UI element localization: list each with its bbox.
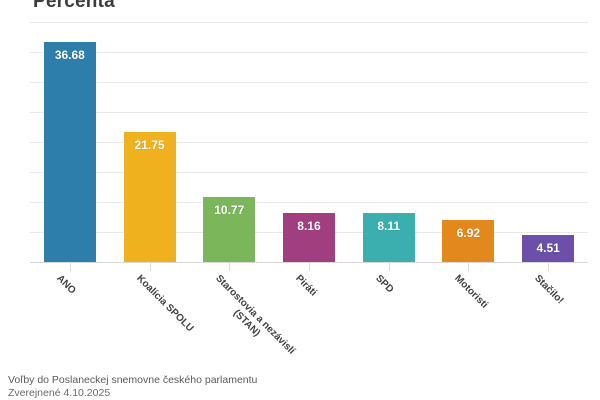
gridline [30, 22, 588, 23]
bar-value-label: 36.68 [54, 47, 85, 62]
bar-value-label: 8.16 [297, 219, 321, 234]
x-axis-category-label: SPD [372, 273, 395, 296]
x-axis-category-label: Piráti [293, 273, 319, 299]
chart-title: Percenta [33, 0, 115, 12]
bar[interactable]: 10.77 [203, 197, 256, 262]
bar-slot: 4.51 [508, 22, 588, 262]
bar-slot: 21.75 [110, 22, 190, 262]
bar[interactable]: 8.16 [282, 213, 335, 262]
bar-slot: 10.77 [189, 22, 269, 262]
bar-value-label: 8.11 [377, 219, 401, 234]
gridline [30, 202, 588, 203]
caption-line-1: Voľby do Poslaneckej snemovne českého pa… [8, 374, 258, 386]
x-axis-tick-mark [548, 262, 550, 271]
category-label-line: Koalícia SPOLU [133, 273, 196, 335]
category-label-line: Stačilo! [532, 273, 566, 307]
gridline [30, 52, 588, 53]
x-axis-category-label: Stačilo! [532, 273, 566, 307]
category-label-line: Piráti [293, 273, 319, 299]
gridline [30, 172, 588, 173]
x-axis-category-label: Motoristi [452, 273, 491, 311]
bar-value-label: 4.51 [536, 240, 560, 255]
gridline [30, 142, 588, 143]
bar-slot: 6.92 [429, 22, 509, 262]
x-axis-tick-mark [309, 262, 310, 271]
x-axis-category-label: ANO [53, 273, 78, 297]
chart-caption: Voľby do Poslaneckej snemovne českého pa… [8, 374, 257, 400]
x-axis-tick-mark [149, 262, 151, 271]
category-label-line: (STAN) [231, 307, 263, 339]
x-axis-category-label: Starostovia a nezávislí (STAN) [204, 273, 298, 366]
bar[interactable]: 21.75 [123, 131, 176, 262]
x-axis-tick-mark [69, 262, 71, 271]
gridline [30, 82, 588, 83]
bar[interactable]: 36.68 [43, 41, 96, 262]
x-axis-category-label: Koalícia SPOLU [133, 273, 195, 335]
bar-value-label: 10.77 [214, 203, 245, 218]
bar[interactable]: 8.11 [362, 213, 415, 262]
bar-series: 36.68 21.75 10.77 8.16 8.11 6.92 4.51 [30, 22, 588, 262]
bar[interactable]: 4.51 [522, 234, 575, 262]
category-label-line: Starostovia a nezávislí [213, 273, 298, 357]
category-label-line: SPD [372, 273, 396, 296]
plot-area: 0510152025303540 36.6821.7510.778.168.11… [30, 22, 588, 263]
x-axis-tick-mark [388, 262, 390, 271]
x-axis-tick-mark [229, 262, 231, 271]
category-label-line: Motoristi [452, 273, 491, 311]
bar-value-label: 21.75 [134, 137, 165, 152]
category-label-line: ANO [54, 273, 78, 297]
x-axis-tick-mark [468, 262, 470, 271]
bar-slot: 36.68 [30, 22, 110, 262]
caption-line-2: Zverejnené 4.10.2025 [8, 387, 111, 399]
bar[interactable]: 6.92 [442, 220, 495, 262]
bar-value-label: 6.92 [456, 226, 481, 241]
bar-slot: 8.11 [349, 22, 429, 262]
gridline [30, 112, 588, 113]
bar-slot: 8.16 [269, 22, 349, 262]
